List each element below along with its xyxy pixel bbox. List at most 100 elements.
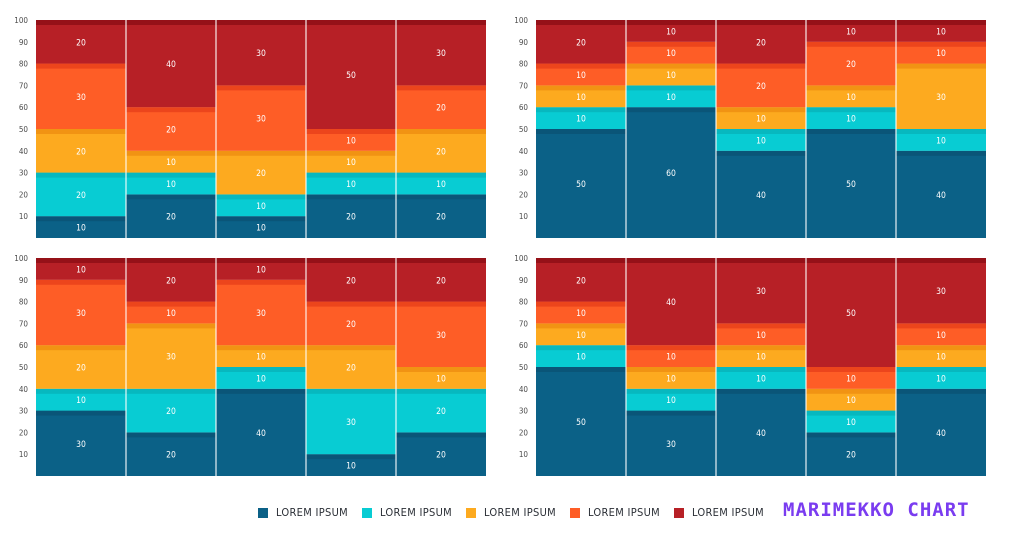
legend-label-1: LOREM IPSUM: [276, 506, 348, 519]
segment-col2-s1: [126, 194, 216, 238]
segment-edge: [216, 216, 306, 222]
segment-col3-s5: [716, 20, 806, 64]
segment-col3-s2: [716, 367, 806, 389]
segment-edge: [716, 388, 806, 394]
segment-col1-s4: [536, 63, 626, 86]
segment-col3-s1: [216, 216, 306, 238]
legend-swatch-5: [674, 507, 684, 518]
segment-edge: [806, 129, 896, 134]
segment-col2-s4: [626, 345, 716, 367]
legend-swatch-2: [362, 507, 372, 518]
data-label: 10: [576, 309, 586, 319]
segment-col4-s3: [306, 150, 396, 173]
segment-col2-s4: [126, 301, 216, 324]
data-label: 10: [846, 93, 856, 103]
segment-edge: [626, 345, 716, 351]
segment-edge: [396, 20, 486, 25]
segment-col5-s3: [396, 367, 486, 389]
legend: LOREM IPSUM LOREM IPSUM LOREM IPSUM LORE…: [0, 506, 1024, 526]
segment-col4-s4: [306, 129, 396, 151]
segment-edge: [126, 107, 216, 113]
segment-col2-s3: [126, 150, 216, 173]
data-label: 10: [256, 265, 266, 275]
data-label: 10: [436, 374, 446, 384]
data-label: 10: [936, 331, 946, 341]
segment-edge: [396, 194, 486, 200]
data-label: 10: [666, 374, 676, 384]
legend-label-2: LOREM IPSUM: [380, 506, 452, 519]
segment-edge: [36, 20, 126, 25]
segment-col1-s2: [36, 388, 126, 411]
segment-edge: [396, 258, 486, 263]
data-label: 50: [346, 71, 356, 81]
segment-edge: [626, 85, 716, 91]
segment-edge: [806, 410, 896, 416]
data-label: 30: [936, 287, 946, 297]
segment-col1-s1: [536, 129, 626, 238]
legend-item-2: LOREM IPSUM: [362, 506, 452, 519]
segment-edge: [306, 194, 396, 200]
segment-col5-s5: [896, 258, 986, 324]
segment-edge: [536, 301, 626, 307]
y-tick-label: 50: [19, 363, 29, 372]
data-label: 20: [436, 276, 446, 286]
data-label: 20: [436, 451, 446, 461]
segment-edge: [716, 323, 806, 329]
segment-col2-s1: [626, 410, 716, 476]
legend-swatch-4: [570, 507, 580, 518]
segment-col1-s1: [36, 216, 126, 238]
segment-edge: [36, 388, 126, 394]
segment-col2-s5: [626, 20, 716, 42]
segment-edge: [806, 258, 896, 263]
data-label: 10: [76, 396, 86, 406]
data-label: 10: [256, 202, 266, 212]
data-label: 10: [756, 331, 766, 341]
data-label: 20: [76, 147, 86, 157]
segment-col4-s1: [306, 194, 396, 238]
segment-edge: [626, 367, 716, 372]
segment-col4-s2: [306, 388, 396, 455]
data-label: 20: [166, 213, 176, 223]
segment-col4-s5: [306, 258, 396, 302]
segment-edge: [626, 20, 716, 25]
segment-edge: [126, 258, 216, 263]
segment-col2-s2: [626, 388, 716, 411]
y-tick-label: 100: [14, 16, 28, 25]
segment-edge: [716, 63, 806, 69]
data-label: 10: [936, 353, 946, 363]
y-tick-label: 90: [519, 38, 529, 47]
data-label: 10: [166, 180, 176, 190]
data-label: 30: [756, 287, 766, 297]
segment-edge: [36, 129, 126, 134]
segment-col1-s5: [536, 20, 626, 64]
data-label: 50: [846, 309, 856, 319]
segment-edge: [716, 258, 806, 263]
segment-col5-s5: [896, 20, 986, 42]
segment-col1-s1: [36, 410, 126, 476]
segment-edge: [36, 279, 126, 285]
segment-edge: [216, 150, 306, 156]
segment-col1-s5: [36, 20, 126, 64]
segment-col5-s1: [896, 150, 986, 238]
y-tick-label: 30: [19, 407, 29, 416]
segment-col3-s1: [716, 388, 806, 476]
y-tick-label: 50: [519, 363, 529, 372]
segment-edge: [216, 388, 306, 394]
segment-col5-s2: [396, 172, 486, 195]
data-label: 10: [666, 353, 676, 363]
data-label: 10: [846, 418, 856, 428]
segment-edge: [806, 388, 896, 394]
y-tick-label: 30: [519, 169, 529, 178]
segment-col5-s1: [896, 388, 986, 476]
segment-col3-s1: [716, 150, 806, 238]
segment-col4-s4: [306, 301, 396, 346]
segment-edge: [126, 150, 216, 156]
segment-edge: [216, 279, 306, 285]
data-label: 10: [756, 374, 766, 384]
data-label: 10: [346, 158, 356, 168]
segment-col4-s1: [306, 454, 396, 476]
y-tick-label: 100: [514, 254, 528, 263]
segment-edge: [536, 323, 626, 329]
segment-col3-s1: [216, 388, 306, 476]
segment-col2-s3: [126, 323, 216, 389]
